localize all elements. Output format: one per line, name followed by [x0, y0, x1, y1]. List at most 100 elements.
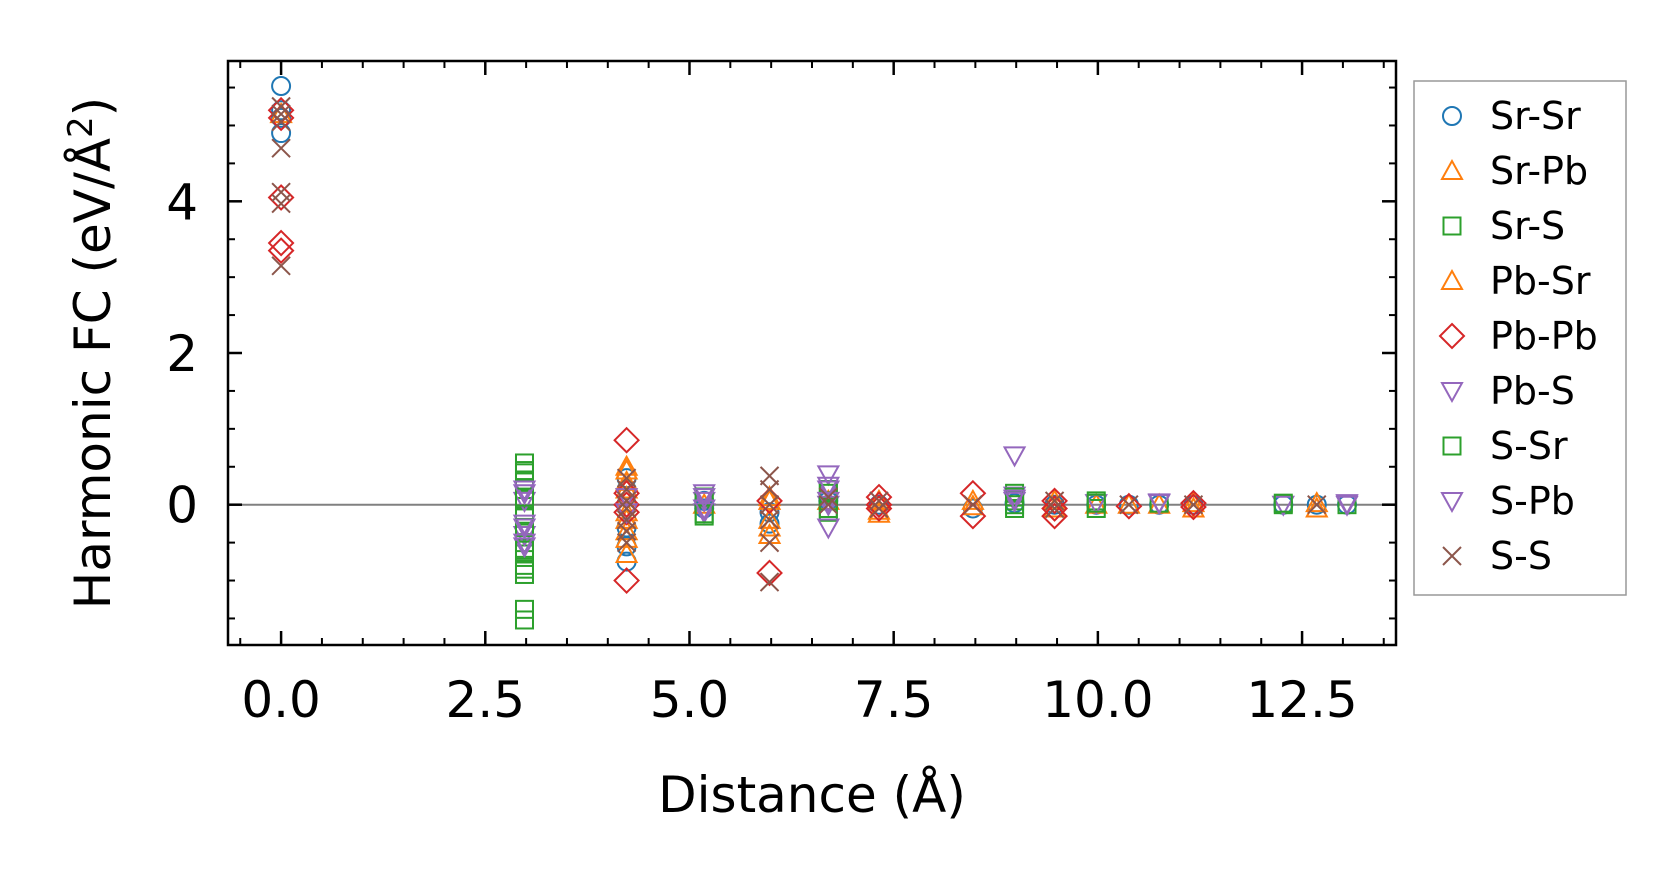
y-tick-label: 4 — [166, 173, 198, 231]
legend-entry: Sr-Sr — [1442, 94, 1581, 138]
data-point — [759, 466, 780, 486]
legend-label: S-S — [1490, 534, 1552, 578]
data-point — [512, 484, 537, 506]
data-point — [1306, 494, 1327, 515]
data-point — [1305, 491, 1329, 513]
data-point — [514, 559, 534, 579]
data-point — [816, 476, 841, 498]
data-point — [818, 494, 839, 515]
legend-entry: S-Sr — [1442, 424, 1568, 468]
data-point — [616, 532, 637, 553]
series-pb-pb — [267, 96, 1207, 594]
y-axis-label-main: Harmonic FC (eV/Å — [64, 138, 122, 609]
data-point — [616, 491, 637, 511]
legend-marker — [1438, 322, 1466, 350]
data-point — [512, 514, 537, 536]
data-point — [1044, 498, 1065, 519]
data-point — [1119, 494, 1139, 515]
data-point — [271, 138, 291, 158]
y-tick-label: 2 — [166, 325, 198, 383]
data-point — [271, 96, 291, 117]
data-point — [759, 513, 780, 534]
data-point — [757, 507, 782, 529]
data-point — [961, 494, 985, 516]
data-point — [271, 256, 291, 276]
data-point — [613, 567, 641, 594]
plot-frame — [226, 59, 1398, 647]
legend-entry: Sr-Pb — [1440, 149, 1588, 193]
data-point — [514, 610, 534, 630]
data-point — [1180, 489, 1207, 517]
data-point — [867, 498, 891, 520]
data-point — [816, 518, 841, 540]
data-point — [759, 479, 780, 500]
legend-marker — [1440, 382, 1464, 404]
legend-label: Sr-Sr — [1490, 94, 1581, 138]
data-point — [514, 461, 534, 481]
data-point — [1041, 495, 1068, 522]
data-point — [1273, 493, 1293, 513]
data-point — [514, 599, 534, 619]
series-s-pb — [512, 476, 1359, 555]
data-point — [614, 519, 639, 541]
data-point — [759, 572, 780, 592]
data-point — [869, 491, 889, 511]
data-point — [692, 491, 716, 513]
legend-marker — [1442, 546, 1462, 566]
data-point — [1305, 496, 1329, 518]
data-point — [692, 484, 716, 506]
data-point — [816, 480, 841, 502]
data-point — [267, 184, 295, 211]
series-pb-s — [512, 446, 1359, 559]
data-point — [267, 229, 295, 257]
series-sr-s — [514, 453, 1357, 630]
legend-label: S-Pb — [1490, 479, 1575, 523]
data-point — [865, 495, 893, 522]
data-point — [757, 515, 782, 537]
data-point — [271, 123, 292, 144]
data-point — [613, 426, 641, 454]
data-point — [818, 487, 839, 507]
legend-entry: Sr-S — [1442, 204, 1565, 248]
data-point — [271, 100, 292, 121]
x-tick-label: 12.5 — [1246, 671, 1357, 729]
tick-labels-layer: 0.0 2.5 5.0 7.5 10.0 12.5 0 2 4 — [166, 173, 1358, 729]
data-point — [1183, 494, 1204, 515]
y-axis-label-close: ) — [64, 97, 122, 117]
data-point — [514, 487, 534, 507]
data-point — [1002, 491, 1027, 513]
legend-entry: S-S — [1442, 534, 1552, 578]
legend-entry: Pb-Pb — [1438, 314, 1598, 358]
data-point — [1180, 493, 1207, 521]
y-tick-label: 0 — [166, 477, 198, 535]
legend-entry: Pb-Sr — [1440, 259, 1591, 303]
data-point — [271, 193, 291, 214]
data-point — [1147, 493, 1171, 515]
data-point — [959, 479, 987, 507]
data-point — [512, 518, 537, 540]
legend-label: Sr-Pb — [1490, 149, 1588, 193]
x-tick-label: 0.0 — [241, 671, 321, 729]
data-point — [1002, 446, 1027, 468]
data-point — [271, 107, 292, 128]
data-point — [759, 502, 780, 523]
data-points-layer — [267, 76, 1359, 630]
data-point — [692, 499, 716, 521]
data-point — [1115, 492, 1143, 520]
y-axis-label: Harmonic FC (eV/Å2) — [61, 97, 122, 609]
legend-label: Pb-S — [1490, 369, 1575, 413]
data-point — [759, 532, 780, 553]
data-point — [759, 494, 780, 515]
legend-label: Sr-S — [1490, 204, 1565, 248]
legend-label: Pb-Pb — [1490, 314, 1598, 358]
legend-items: Sr-Sr Sr-Pb Sr-S Pb-Sr Pb-Pb Pb-S S-Sr S-Pb S-S — [1438, 94, 1598, 578]
legend-marker — [1440, 268, 1464, 290]
data-point — [816, 465, 841, 487]
x-tick-label: 10.0 — [1042, 671, 1153, 729]
legend-marker — [1442, 106, 1462, 126]
data-point — [1086, 493, 1106, 513]
legend-marker — [1440, 492, 1464, 514]
y-axis-label-superscript: 2 — [61, 116, 101, 138]
data-point — [1002, 489, 1027, 511]
